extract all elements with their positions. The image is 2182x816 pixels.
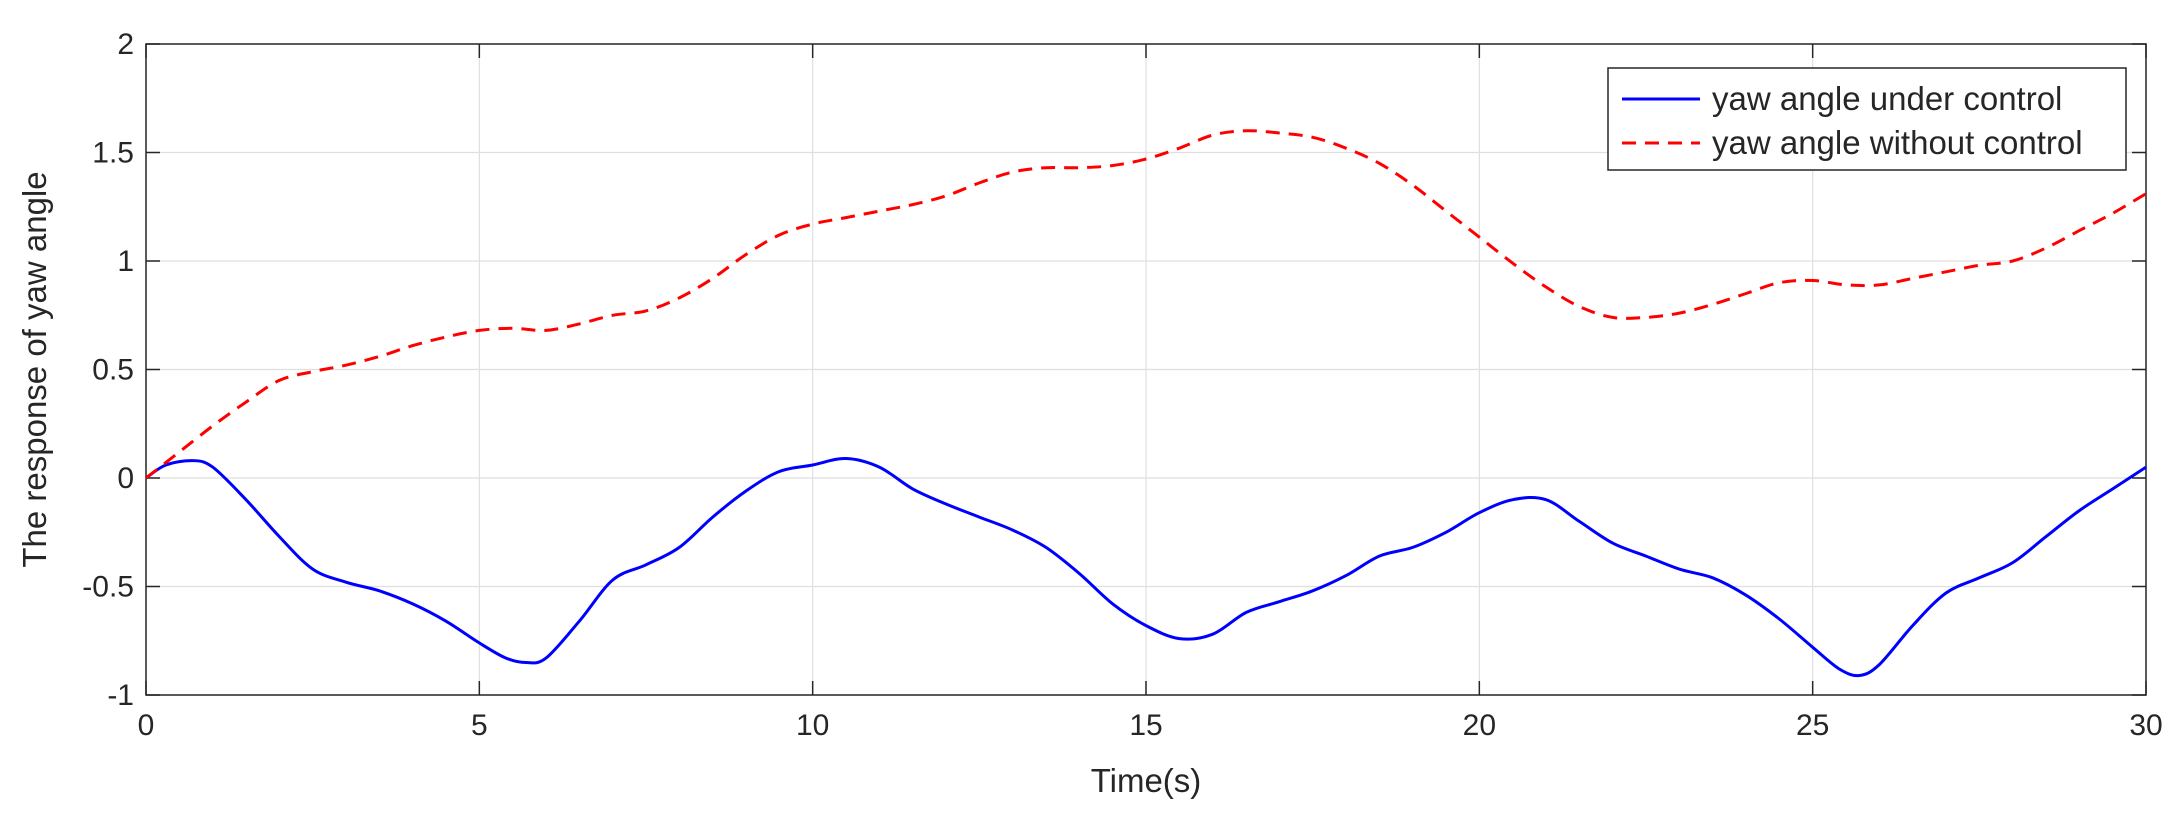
y-tick-label: 1 [117, 245, 134, 278]
y-tick-label: -1 [107, 679, 134, 712]
x-tick-label: 5 [471, 709, 488, 742]
x-tick-label: 10 [796, 709, 829, 742]
legend-label-under-control: yaw angle under control [1712, 80, 2062, 117]
x-tick-label: 25 [1796, 709, 1829, 742]
y-tick-label: 2 [117, 28, 134, 61]
axis-ticks: 0 5 10 15 20 25 30 -1 -0.5 0 0.5 1 1.5 2 [82, 28, 2162, 742]
x-axis-label: Time(s) [1091, 762, 1202, 799]
y-tick-label: 0 [117, 462, 134, 495]
data-series [145, 129, 2147, 678]
y-tick-label: 1.5 [92, 137, 134, 170]
legend: yaw angle under control yaw angle withou… [1607, 67, 2127, 171]
legend-label-without-control: yaw angle without control [1712, 124, 2083, 161]
y-tick-label: 0.5 [92, 354, 134, 387]
y-tick-label: -0.5 [82, 571, 134, 604]
x-tick-label: 30 [2129, 709, 2162, 742]
y-axis-label: The response of yaw angle [16, 171, 53, 567]
x-tick-label: 15 [1129, 709, 1162, 742]
series-line-without-control [145, 129, 2147, 480]
x-tick-label: 20 [1463, 709, 1496, 742]
x-tick-label: 0 [138, 709, 155, 742]
series-line-under-control [145, 456, 2147, 678]
legend-box [1607, 67, 2127, 171]
